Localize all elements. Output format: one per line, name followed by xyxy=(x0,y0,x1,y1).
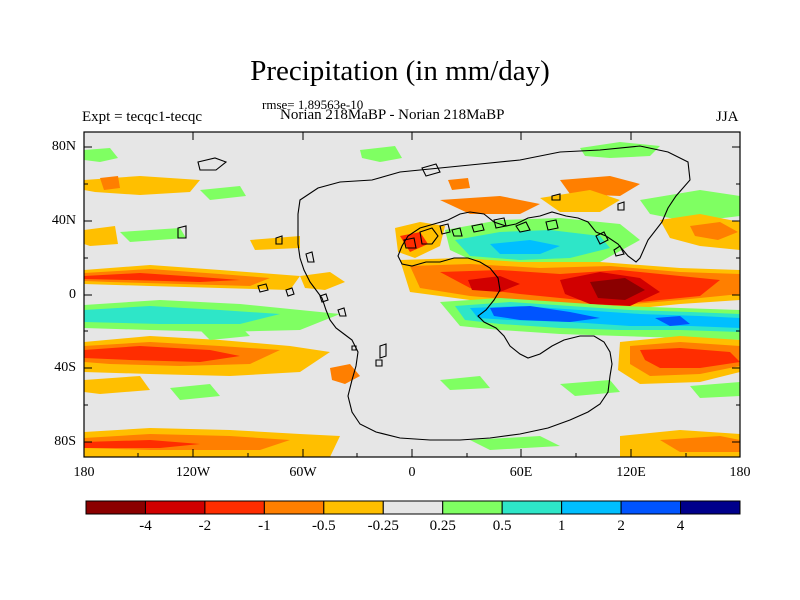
colorbar-label: -1 xyxy=(258,518,271,534)
colorbar-label: -2 xyxy=(198,518,212,534)
lat-tick-label: 0 xyxy=(69,287,76,302)
precipitation-field xyxy=(84,142,740,457)
lon-tick-label: 60W xyxy=(289,465,317,480)
colorbar-swatch xyxy=(680,500,741,515)
colorbar-label: -4 xyxy=(139,518,152,534)
lon-tick-label: 180 xyxy=(729,465,751,480)
lon-tick-label: 60E xyxy=(509,465,533,480)
colorbar-swatch xyxy=(501,500,563,515)
lon-tick-label: 120W xyxy=(175,465,211,480)
season-label: JJA xyxy=(716,109,739,125)
plot-title: Precipitation (in mm/day) xyxy=(250,55,550,87)
colorbar-swatch xyxy=(263,500,325,515)
experiment-label: Expt = tecqc1-tecqc xyxy=(82,109,203,125)
colorbar-swatch xyxy=(561,500,622,515)
map-panel xyxy=(83,131,741,458)
lat-tick-label: 40N xyxy=(51,213,76,228)
colorbar-swatch xyxy=(620,500,682,515)
colorbar xyxy=(85,500,741,515)
colorbar-swatch xyxy=(323,500,384,515)
colorbar-label: 0.25 xyxy=(429,518,456,534)
experiment-subtitle: Norian 218MaBP - Norian 218MaBP xyxy=(280,107,505,123)
colorbar-swatch xyxy=(204,500,265,515)
axis-ticks xyxy=(83,132,741,457)
colorbar-swatch xyxy=(382,500,444,515)
lat-tick-label: 80S xyxy=(54,434,76,449)
rmse-label: rmse= 1.89563e-10 xyxy=(262,97,364,112)
lon-tick-label: 120E xyxy=(616,465,646,480)
colorbar-swatch xyxy=(442,500,503,515)
colorbar-swatch xyxy=(144,500,206,515)
lon-tick-label: 0 xyxy=(408,465,416,480)
lon-tick-label: 180 xyxy=(73,465,95,480)
lat-tick-label: 80N xyxy=(51,139,76,154)
colorbar-label: 4 xyxy=(676,518,685,534)
colorbar-label: 2 xyxy=(617,518,625,534)
colorbar-label: 0.5 xyxy=(492,518,512,534)
lat-tick-label: 40S xyxy=(54,360,76,375)
coastline xyxy=(177,145,691,441)
colorbar-label: 1 xyxy=(557,518,566,534)
colorbar-label: -0.5 xyxy=(311,518,336,534)
colorbar-swatch xyxy=(85,500,146,515)
colorbar-label: -0.25 xyxy=(367,518,399,534)
